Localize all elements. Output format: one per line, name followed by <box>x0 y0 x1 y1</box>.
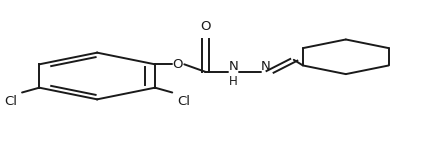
Text: Cl: Cl <box>4 95 17 108</box>
Text: H: H <box>229 75 238 88</box>
Text: N: N <box>261 60 271 73</box>
Text: O: O <box>172 58 183 71</box>
Text: Cl: Cl <box>178 95 191 108</box>
Text: O: O <box>200 20 210 33</box>
Text: N: N <box>229 60 238 73</box>
